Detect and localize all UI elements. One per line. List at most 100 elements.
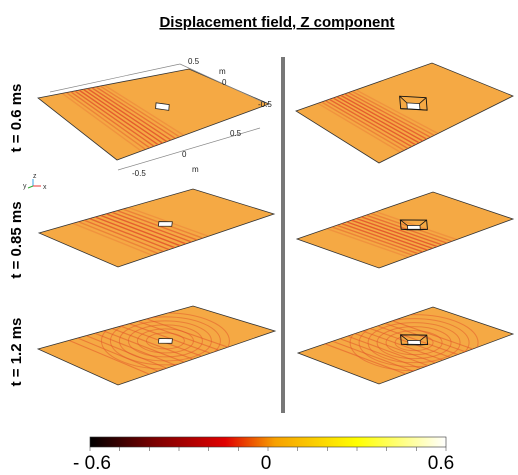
- row-labels: t = 0.6 ms t = 0.85 ms t = 1.2 ms: [8, 84, 25, 387]
- wave-front: [344, 93, 428, 140]
- scatter-ring: [136, 328, 194, 354]
- wave-front: [89, 217, 170, 251]
- tick-bottom-0: 0: [182, 150, 187, 159]
- scatter-ring: [127, 324, 203, 358]
- tick-bottom-0.5: 0.5: [230, 129, 242, 138]
- wave-front: [83, 219, 164, 253]
- scatter-ring: [385, 330, 443, 356]
- wave-front: [328, 98, 413, 148]
- wave-front: [347, 91, 431, 138]
- scatter-ring: [118, 320, 212, 362]
- wave-front: [100, 214, 181, 247]
- plate-panels: [36, 62, 515, 386]
- row-label-2: t = 0.85 ms: [8, 201, 25, 278]
- wave-front: [332, 97, 416, 146]
- wave-front: [362, 330, 444, 361]
- colorbar: - 0.6 0 0.6: [73, 436, 454, 474]
- axis-line-top-left: [49, 63, 181, 93]
- wave-pattern: [72, 206, 209, 256]
- wave-front: [82, 88, 163, 144]
- wave-front: [105, 213, 187, 245]
- svg-text:y: y: [23, 183, 27, 190]
- scatter-ring: [367, 322, 461, 364]
- scatter-ring: [376, 326, 452, 360]
- tick-bottom-unit: m: [192, 165, 199, 174]
- wave-front: [78, 89, 159, 146]
- axis-line-bottom: [117, 127, 261, 171]
- plate-hole: [157, 221, 173, 227]
- wave-front: [95, 86, 176, 140]
- deformation-edge: [419, 109, 428, 111]
- plate-surface: [295, 62, 514, 164]
- colorbar-min-label: - 0.6: [73, 453, 111, 474]
- axis-triad-icon: y z x: [23, 173, 47, 191]
- svg-text:x: x: [43, 184, 47, 191]
- colorbar-mid-label: 0: [261, 453, 272, 474]
- plate-surface: [296, 306, 515, 385]
- colorbar-ticks: [89, 447, 447, 451]
- deformation-edge: [401, 228, 408, 231]
- tick-top-0.5: 0.5: [188, 57, 200, 66]
- plate-surface: [37, 68, 271, 161]
- wave-front: [325, 100, 409, 150]
- row-label-1: t = 0.6 ms: [8, 84, 25, 153]
- plate-panel-2: [37, 188, 276, 268]
- wave-front: [94, 216, 176, 249]
- tick-bottom-neg0.5: -0.5: [132, 169, 146, 178]
- figure-title: Displacement field, Z component: [159, 14, 394, 31]
- deformation-edge: [420, 228, 428, 231]
- plate-panel-1: [37, 68, 271, 161]
- wave-pattern: [61, 84, 185, 152]
- wave-front: [351, 219, 433, 250]
- deformation-edge: [419, 334, 428, 341]
- axis-annotations: 0.5 m 0 -0.5 0.5 0 m -0.5 y z x: [23, 57, 272, 191]
- wave-front: [341, 222, 424, 253]
- wave-front: [94, 332, 176, 366]
- tick-top-unit: m: [219, 67, 226, 76]
- wave-front: [392, 320, 473, 350]
- plate-hole: [155, 102, 170, 111]
- wave-pattern: [68, 312, 230, 375]
- tick-top-0: 0: [222, 78, 227, 87]
- scatter-ring: [358, 318, 470, 368]
- plate-panel-5: [295, 191, 515, 269]
- plate-hole: [157, 338, 173, 344]
- wave-front: [360, 216, 443, 246]
- wave-front: [356, 217, 438, 248]
- wave-front: [65, 91, 146, 151]
- plate-surface: [295, 191, 515, 269]
- colorbar-gradient: [89, 436, 447, 448]
- scatter-ring: [145, 332, 185, 350]
- wave-front: [111, 327, 194, 360]
- plate-panel-3: [36, 305, 277, 386]
- wave-front: [61, 92, 142, 152]
- wave-front: [336, 95, 420, 144]
- wave-front: [74, 90, 155, 147]
- wave-front: [87, 87, 168, 143]
- wave-front: [331, 226, 414, 257]
- wave-pattern: [317, 89, 439, 153]
- row-label-3: t = 1.2 ms: [8, 318, 25, 387]
- wave-front: [78, 221, 159, 255]
- wave-front: [68, 339, 150, 375]
- wave-front: [321, 101, 405, 152]
- plate-surface: [37, 188, 276, 268]
- plate-hole: [406, 102, 421, 110]
- wave-front: [317, 102, 401, 153]
- wave-front: [77, 337, 159, 372]
- deformation-edge: [419, 219, 427, 226]
- wave-front: [116, 209, 198, 241]
- wave-front: [104, 84, 185, 136]
- wave-front: [70, 91, 151, 149]
- colorbar-max-label: 0.6: [428, 453, 454, 474]
- wave-front: [339, 338, 421, 369]
- deformation-edge: [401, 343, 409, 346]
- deformation-edge: [419, 97, 427, 104]
- wave-front: [336, 224, 419, 255]
- wave-front: [340, 94, 424, 142]
- wave-front: [347, 335, 429, 367]
- deformation-edge: [400, 219, 408, 226]
- wave-front: [99, 85, 181, 138]
- tick-top-neg0.5: -0.5: [258, 100, 272, 109]
